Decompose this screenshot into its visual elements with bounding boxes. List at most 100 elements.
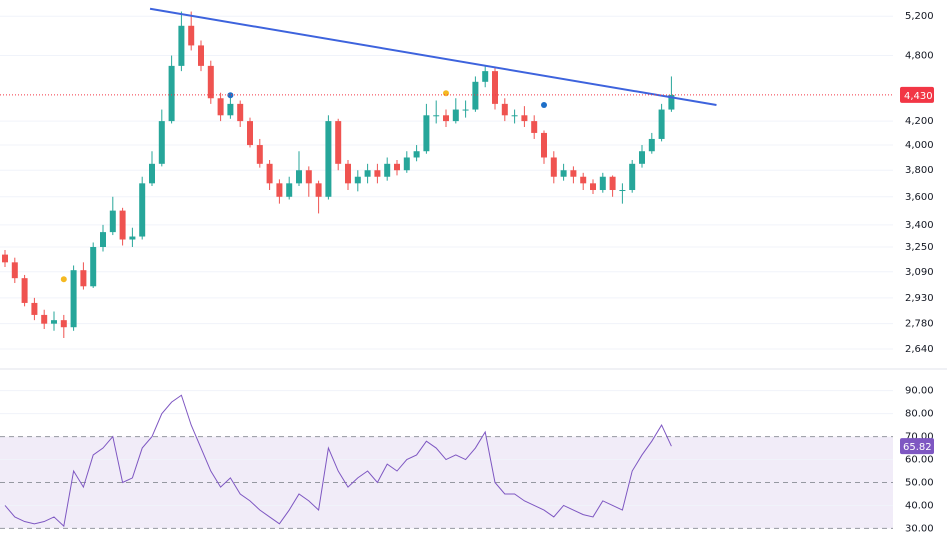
candle-body [364,170,371,177]
candle-body [21,278,28,303]
y-tick-label: 50.00 [905,477,934,488]
candle-body [433,115,440,117]
candle-body [276,183,283,197]
y-tick-label: 4,000 [905,140,934,151]
candle-body [315,183,322,197]
y-tick-label: 5,200 [905,11,934,22]
y-tick-label: 70.00 [905,432,934,443]
trend-line [149,7,717,106]
candle-body [178,25,185,66]
candle-body [403,157,410,171]
candle-body [51,320,57,324]
candle-body [492,71,498,104]
candle-body [345,163,351,184]
y-tick-label: 3,250 [905,242,934,253]
candle-body [100,232,106,247]
candle-body [188,25,195,46]
y-tick-label: 2,640 [905,344,934,355]
rsi-line [4,394,672,528]
candle-body [639,151,645,164]
y-tick-label: 3,600 [905,192,934,203]
candle-body [149,163,155,184]
candle-body [266,163,273,184]
y-tick-label: 3,400 [905,220,934,231]
candle-body [2,254,8,263]
candle-body [80,270,87,287]
candle-body [41,314,48,324]
candle-body [384,163,391,177]
signal-marker [60,276,67,283]
last-price-box [900,86,934,103]
candle-body [570,170,577,177]
candle-body [462,109,469,111]
candle-body [70,270,77,328]
candle-body [501,103,508,116]
candle-body [472,81,479,110]
candle-body [619,190,626,192]
y-tick-label: 2,930 [905,293,934,304]
candle-body [394,163,400,171]
y-tick-label: 30.00 [905,523,934,533]
candle-body [60,320,67,328]
candle-body [648,138,655,152]
last-value-box [900,438,934,455]
candle-body [354,176,361,184]
signal-marker [227,92,234,99]
y-tick-label: 3,090 [905,267,934,278]
candle-body [168,65,175,122]
candle-body [658,109,665,139]
candle-body [590,183,596,191]
y-tick-label: 3,800 [905,165,934,176]
signal-marker [443,90,449,97]
candle-body [256,145,263,164]
candle-body [511,115,518,117]
candle-body [198,45,204,66]
candle-body [629,163,636,191]
y-tick-label: 4,200 [905,116,934,127]
candle-body [286,183,293,197]
candle-body [90,246,97,287]
candle-body [207,65,214,99]
candle-body [227,103,234,116]
candle-body [129,236,136,240]
candle-body [668,94,675,110]
candle-body [31,302,38,315]
candle-body [158,121,165,164]
last-price-label: 4,430 [904,91,933,102]
y-tick-label: 2,780 [905,319,934,330]
y-tick-label: 80.00 [905,409,934,420]
candle-body [521,115,528,122]
candle-body [413,151,420,158]
candle-body [531,121,538,133]
candle-body [217,98,224,116]
y-tick-label: 90.00 [905,386,934,397]
candle-body [482,71,489,82]
candle-body [237,103,244,122]
candle-body [443,115,449,122]
candle-body [609,176,616,191]
candle-body [560,170,567,177]
y-tick-label: 4,800 [905,51,934,62]
candle-body [247,121,253,146]
candle-body [335,121,342,164]
candle-body [296,170,302,184]
candle-body [541,132,547,158]
candle-body [580,176,587,184]
candle-body [599,176,606,191]
candle-body [139,183,146,237]
signal-marker [541,102,547,109]
candle-body [374,170,381,177]
candle-body [325,121,332,197]
candle-body [305,170,312,184]
candle-body [109,210,116,233]
candle-body [11,262,18,279]
y-tick-label: 40.00 [905,500,934,511]
last-value-label: 65.82 [903,442,932,453]
candle-body [452,109,459,122]
candle-body [550,157,557,177]
candle-body [119,210,126,240]
y-tick-label: 60.00 [905,455,934,466]
candle-body [423,115,430,152]
